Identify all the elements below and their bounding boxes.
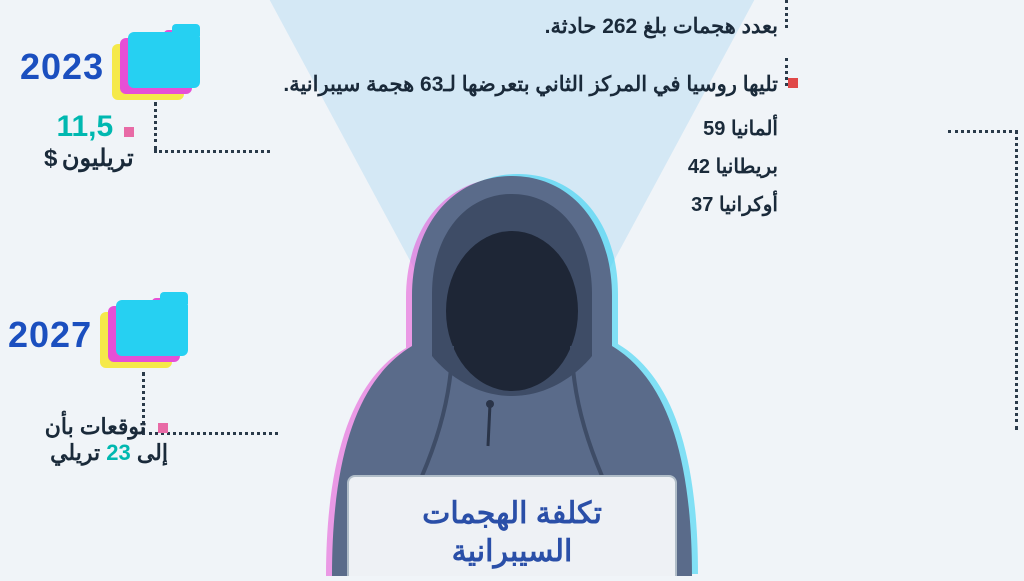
bullet-square <box>788 78 798 88</box>
list-item: ألمانيا 59 <box>688 110 778 148</box>
laptop-title-card: تكلفة الهجمات السيبرانية <box>347 475 677 576</box>
forecast-2027: توقعات بأن إلى 23 تريلي <box>0 414 168 466</box>
headline-text: بعدد هجمات بلغ 262 حادثة. <box>545 14 778 39</box>
title-line-2: السيبرانية <box>359 533 665 571</box>
folder-icon <box>112 32 200 102</box>
bullet-square <box>124 127 134 137</box>
year-2027: 2027 <box>8 314 92 356</box>
stat-2023: 11,5 تريليون $ <box>44 110 134 173</box>
bullet-square <box>158 423 168 433</box>
russia-text: تليها روسيا في المركز الثاني بتعرضها لـ6… <box>283 72 778 97</box>
dotted-line <box>948 130 1018 133</box>
dotted-line <box>785 0 788 28</box>
dotted-line <box>154 102 157 150</box>
folder-icon <box>100 300 188 370</box>
dotted-line <box>154 150 270 153</box>
title-line-1: تكلفة الهجمات <box>359 495 665 533</box>
year-2023: 2023 <box>20 46 104 88</box>
dotted-line <box>1015 130 1018 430</box>
